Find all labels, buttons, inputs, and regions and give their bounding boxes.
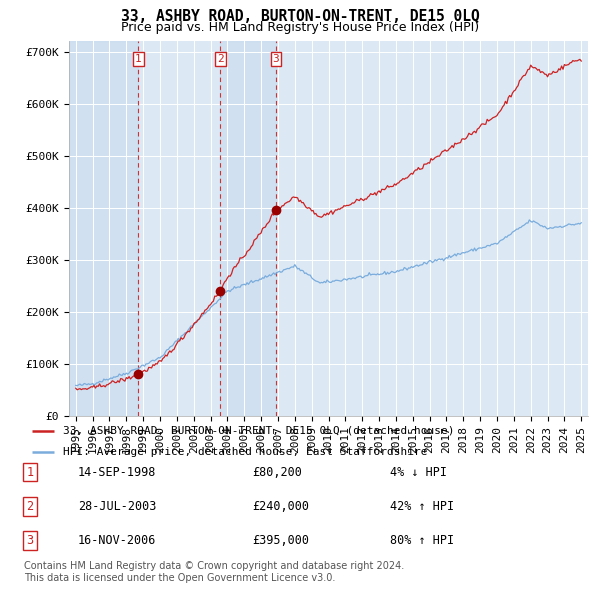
Text: 33, ASHBY ROAD, BURTON-ON-TRENT, DE15 0LQ: 33, ASHBY ROAD, BURTON-ON-TRENT, DE15 0L…: [121, 9, 479, 24]
Text: 3: 3: [272, 54, 280, 64]
Text: £80,200: £80,200: [252, 466, 302, 478]
Bar: [69, 41, 138, 416]
Text: 1: 1: [135, 54, 142, 64]
Text: 28-JUL-2003: 28-JUL-2003: [78, 500, 157, 513]
Text: HPI: Average price, detached house, East Staffordshire: HPI: Average price, detached house, East…: [62, 447, 427, 457]
Text: 4% ↓ HPI: 4% ↓ HPI: [390, 466, 447, 478]
Text: 80% ↑ HPI: 80% ↑ HPI: [390, 534, 454, 547]
Text: 14-SEP-1998: 14-SEP-1998: [78, 466, 157, 478]
Text: 2: 2: [26, 500, 34, 513]
Bar: [220, 41, 276, 416]
Text: 16-NOV-2006: 16-NOV-2006: [78, 534, 157, 547]
Text: 33, ASHBY ROAD, BURTON-ON-TRENT, DE15 0LQ (detached house): 33, ASHBY ROAD, BURTON-ON-TRENT, DE15 0L…: [62, 426, 454, 436]
Text: 42% ↑ HPI: 42% ↑ HPI: [390, 500, 454, 513]
Text: 3: 3: [26, 534, 34, 547]
Text: Price paid vs. HM Land Registry's House Price Index (HPI): Price paid vs. HM Land Registry's House …: [121, 21, 479, 34]
Text: 2: 2: [217, 54, 224, 64]
Text: £240,000: £240,000: [252, 500, 309, 513]
Text: £395,000: £395,000: [252, 534, 309, 547]
Text: Contains HM Land Registry data © Crown copyright and database right 2024.
This d: Contains HM Land Registry data © Crown c…: [24, 561, 404, 583]
Text: 1: 1: [26, 466, 34, 478]
